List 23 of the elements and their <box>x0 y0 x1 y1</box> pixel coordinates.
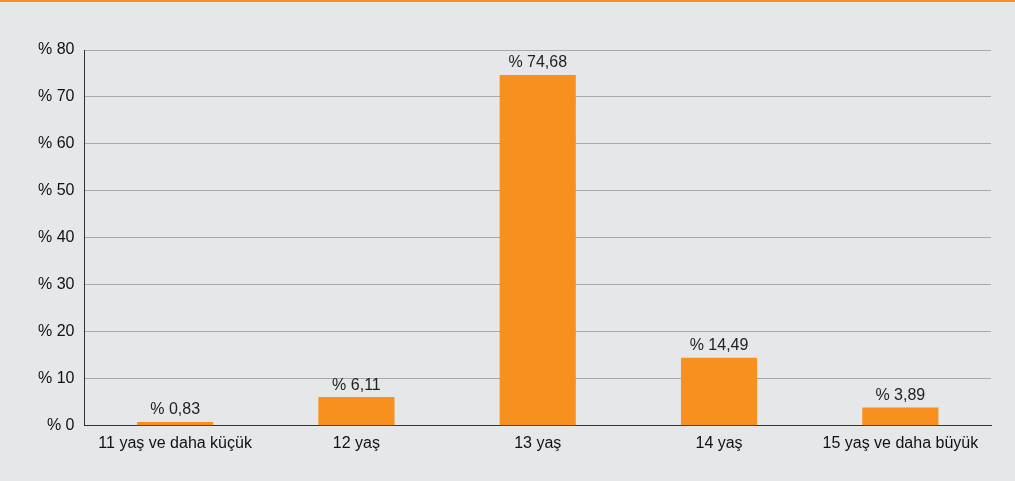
data-label: % 0,83 <box>150 400 201 418</box>
y-tick-label: % 50 <box>38 181 75 199</box>
x-tick-label: 12 yaş <box>332 433 380 451</box>
x-tick-label: 14 yaş <box>695 433 743 451</box>
y-tick-label: % 20 <box>38 322 75 340</box>
y-tick-label: % 60 <box>38 134 75 152</box>
bar <box>862 407 939 426</box>
bar <box>318 397 395 426</box>
y-tick-label: % 10 <box>38 369 75 387</box>
data-label: % 6,11 <box>332 375 381 393</box>
bar <box>680 357 758 426</box>
y-tick-label: % 40 <box>38 228 75 246</box>
y-tick-label: % 30 <box>38 275 75 293</box>
data-label: % 14,49 <box>689 336 749 354</box>
x-tick-label: 11 yaş ve daha küçük <box>98 433 253 451</box>
x-tick-label: 13 yaş <box>514 433 562 451</box>
y-tick-label: % 0 <box>46 416 75 434</box>
data-label: % 74,68 <box>508 53 568 71</box>
x-tick-label: 15 yaş ve daha büyük <box>822 433 980 451</box>
y-tick-label: % 70 <box>38 87 75 105</box>
data-label: % 3,89 <box>875 385 926 403</box>
y-tick-label: % 80 <box>38 40 75 58</box>
bar <box>499 74 576 426</box>
